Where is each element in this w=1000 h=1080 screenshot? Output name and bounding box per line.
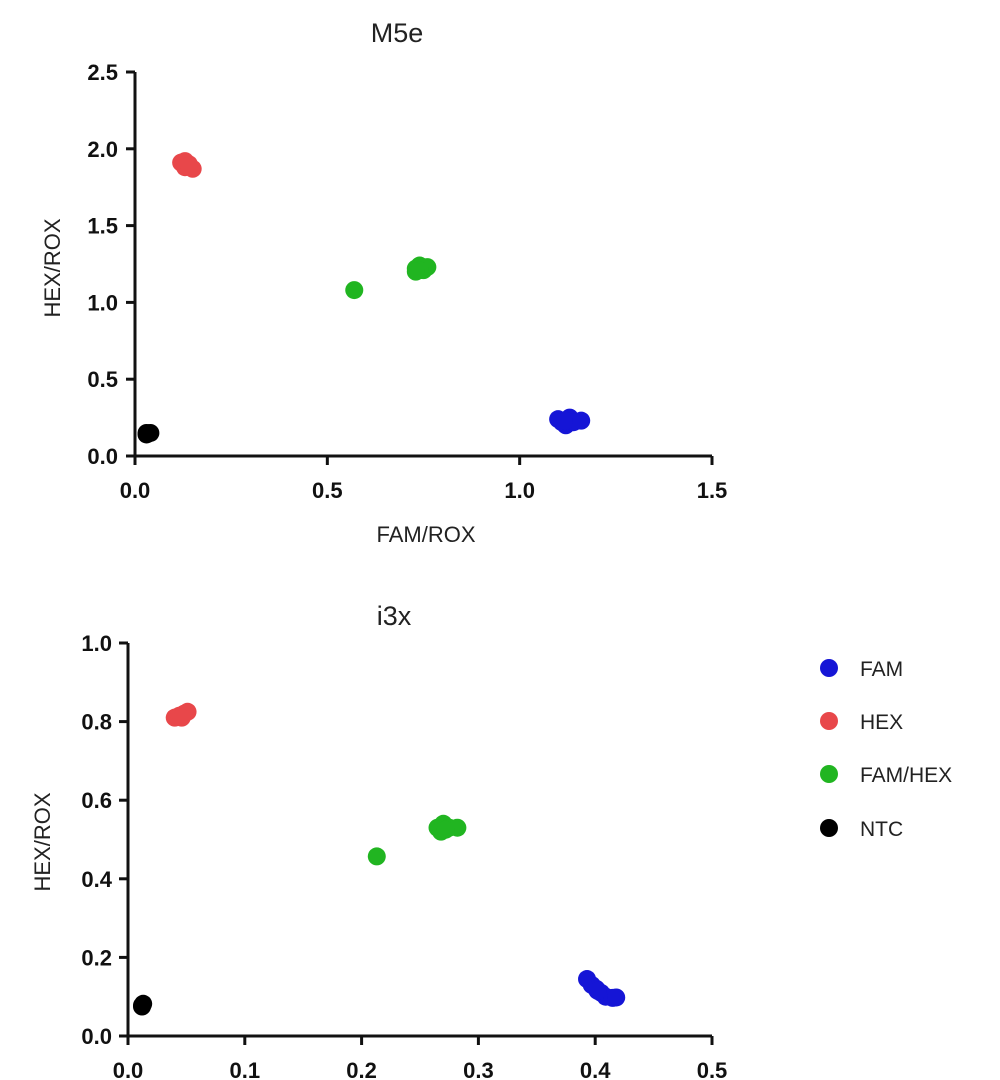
y-tick-label: 0.6 [81, 788, 112, 813]
data-point-fam-hex [436, 820, 455, 839]
x-ticks: 0.0 0.5 1.0 1.5 [120, 456, 728, 503]
y-tick-label: 0.8 [81, 710, 112, 735]
x-tick-label: 0.2 [346, 1058, 377, 1080]
y-tick-label: 1.0 [81, 631, 112, 656]
legend-marker [820, 712, 838, 730]
x-tick-label: 1.5 [697, 478, 728, 503]
x-tick-label: 0.1 [230, 1058, 261, 1080]
data-point-ntc [133, 996, 152, 1015]
legend-marker [820, 819, 838, 837]
x-tick-label: 0.3 [463, 1058, 494, 1080]
legend-label: NTC [860, 818, 903, 841]
x-tick-label: 0.5 [697, 1058, 728, 1080]
legend-item-hex: HEX [820, 711, 903, 734]
y-tick-label: 0.2 [81, 945, 112, 970]
chart-m5e: M5e HEX/ROX FAM/ROX 0.0 0.5 1.0 1.5 0.0 0.5 1… [40, 18, 727, 547]
x-axis-label: FAM/ROX [376, 522, 475, 547]
data-point-fam-hex [367, 847, 386, 866]
legend-item-fam-hex: FAM/HEX [820, 764, 952, 787]
y-tick-label: 2.5 [87, 60, 118, 85]
legend-marker [820, 765, 838, 783]
data-point-fam-hex [345, 281, 364, 300]
y-ticks: 0.0 0.2 0.4 0.6 0.8 1.0 [81, 631, 128, 1049]
y-tick-label: 1.5 [87, 214, 118, 239]
x-tick-label: 0.5 [312, 478, 343, 503]
y-ticks: 0.0 0.5 1.0 1.5 2.0 2.5 [87, 60, 135, 469]
data-points [137, 152, 591, 444]
y-tick-label: 2.0 [87, 137, 118, 162]
x-tick-label: 0.4 [580, 1058, 611, 1080]
y-tick-label: 0.5 [87, 367, 118, 392]
legend: FAM HEX FAM/HEX NTC [820, 658, 952, 841]
data-points [133, 702, 626, 1016]
data-point-ntc [137, 423, 156, 442]
chart-title: i3x [377, 601, 412, 631]
legend-item-ntc: NTC [820, 818, 903, 841]
y-tick-label: 0.0 [81, 1024, 112, 1049]
x-tick-label: 1.0 [504, 478, 535, 503]
y-tick-label: 1.0 [87, 290, 118, 315]
chart-title: M5e [371, 18, 424, 48]
data-point-fam [556, 411, 575, 430]
y-tick-label: 0.4 [81, 867, 112, 892]
legend-label: FAM/HEX [860, 764, 952, 787]
y-axis-label: HEX/ROX [30, 792, 55, 891]
axes [126, 643, 712, 1038]
legend-item-fam: FAM [820, 658, 903, 681]
data-point-fam [572, 411, 591, 430]
data-point-hex [179, 156, 198, 175]
x-tick-label: 0.0 [113, 1058, 144, 1080]
y-axis-label: HEX/ROX [40, 218, 65, 317]
legend-label: FAM [860, 658, 903, 681]
legend-marker [820, 659, 838, 677]
chart-i3x: i3x HEX/ROX 0.0 0.1 0.2 0.3 0.4 0.5 0.0 0.2 0.4… [30, 601, 727, 1080]
data-point-fam [607, 988, 626, 1007]
data-point-fam-hex [406, 262, 425, 281]
x-ticks: 0.0 0.1 0.2 0.3 0.4 0.5 [113, 1036, 728, 1080]
legend-label: HEX [860, 711, 903, 734]
x-tick-label: 0.0 [120, 478, 151, 503]
data-point-fam [588, 981, 607, 1000]
data-point-hex [172, 708, 191, 727]
y-tick-label: 0.0 [87, 444, 118, 469]
